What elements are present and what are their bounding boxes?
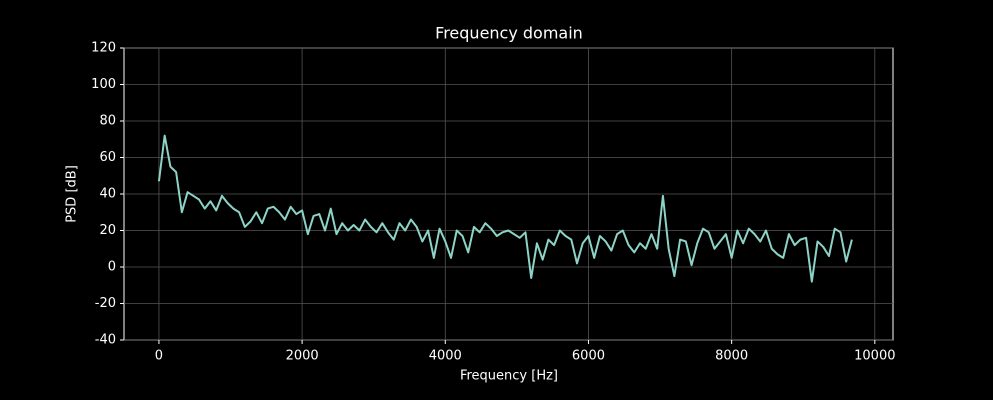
- y-tick-label: 0: [108, 260, 116, 275]
- x-tick-label: 10000: [854, 349, 895, 364]
- chart-title: Frequency domain: [435, 24, 583, 43]
- x-tick-label: 8000: [715, 349, 748, 364]
- x-tick-label: 4000: [429, 349, 462, 364]
- y-tick-label: 100: [91, 77, 116, 92]
- y-tick-label: 80: [99, 114, 116, 129]
- y-tick-label: 60: [99, 150, 116, 165]
- x-tick-label: 2000: [286, 349, 319, 364]
- y-tick-label: 20: [99, 223, 116, 238]
- y-tick-label: -20: [95, 296, 116, 311]
- x-tick-label: 6000: [572, 349, 605, 364]
- y-tick-label: 40: [99, 187, 116, 202]
- data-line: [157, 134, 853, 283]
- x-axis-label: Frequency [Hz]: [460, 369, 558, 384]
- y-tick-label: 120: [91, 41, 116, 56]
- y-axis-label: PSD [dB]: [65, 165, 80, 223]
- y-tick-label: -40: [95, 333, 116, 348]
- x-tick-label: 0: [155, 349, 163, 364]
